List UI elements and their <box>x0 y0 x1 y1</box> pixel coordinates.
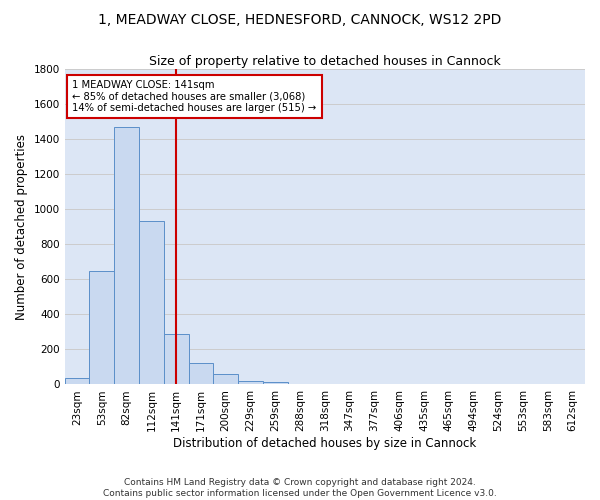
Bar <box>214 374 238 384</box>
Bar <box>238 380 263 384</box>
Bar <box>65 378 89 384</box>
Bar <box>164 334 188 384</box>
X-axis label: Distribution of detached houses by size in Cannock: Distribution of detached houses by size … <box>173 437 476 450</box>
Bar <box>188 362 214 384</box>
Bar <box>263 382 287 384</box>
Bar <box>114 127 139 384</box>
Bar <box>89 270 114 384</box>
Bar <box>139 220 164 384</box>
Text: 1, MEADWAY CLOSE, HEDNESFORD, CANNOCK, WS12 2PD: 1, MEADWAY CLOSE, HEDNESFORD, CANNOCK, W… <box>98 12 502 26</box>
Text: 1 MEADWAY CLOSE: 141sqm
← 85% of detached houses are smaller (3,068)
14% of semi: 1 MEADWAY CLOSE: 141sqm ← 85% of detache… <box>73 80 317 114</box>
Text: Contains HM Land Registry data © Crown copyright and database right 2024.
Contai: Contains HM Land Registry data © Crown c… <box>103 478 497 498</box>
Title: Size of property relative to detached houses in Cannock: Size of property relative to detached ho… <box>149 55 501 68</box>
Y-axis label: Number of detached properties: Number of detached properties <box>15 134 28 320</box>
